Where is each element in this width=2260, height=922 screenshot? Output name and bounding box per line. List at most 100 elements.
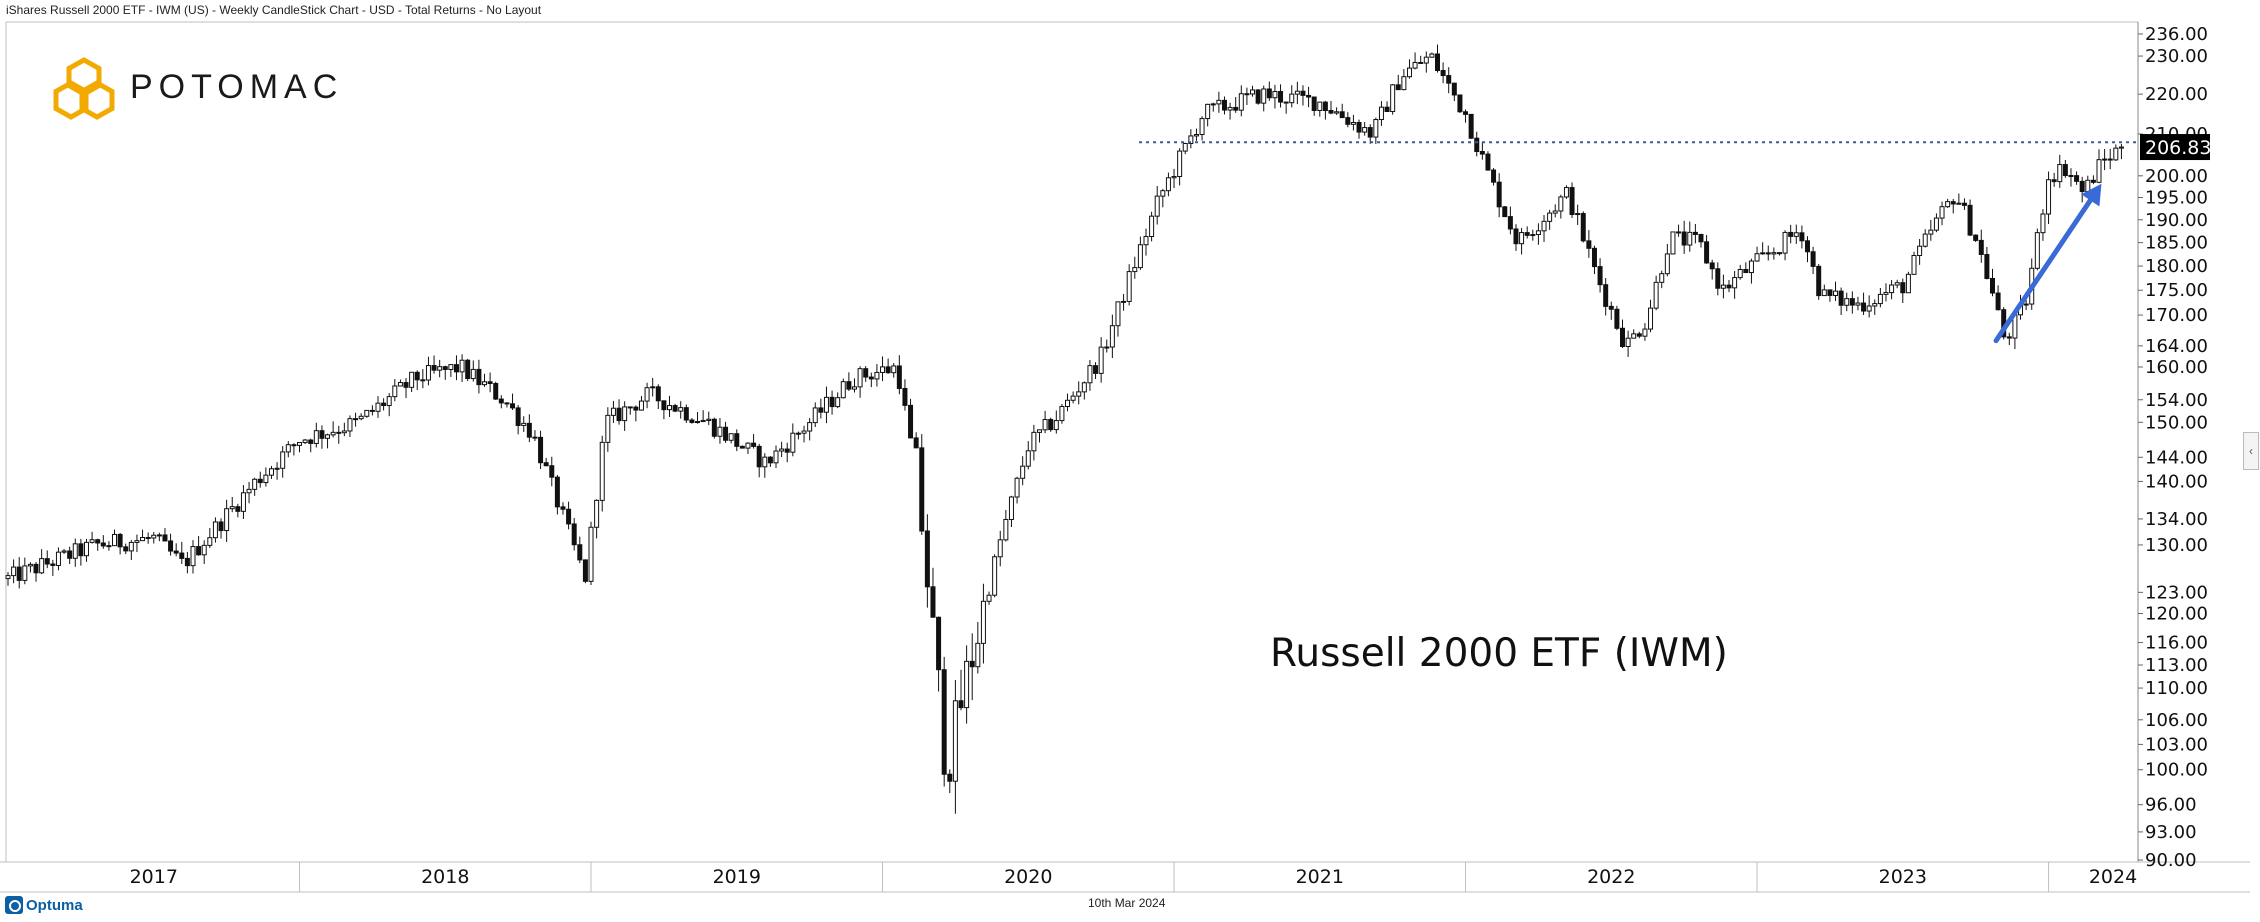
candle xyxy=(1322,100,1328,120)
candle xyxy=(1210,102,1216,112)
candle xyxy=(695,412,701,424)
candle-body xyxy=(89,539,95,543)
candle xyxy=(1793,224,1799,244)
candle xyxy=(554,474,560,515)
candle xyxy=(1743,262,1749,274)
candle-body xyxy=(1670,231,1676,255)
candle xyxy=(420,369,426,389)
y-tick-label: 130.00 xyxy=(2145,535,2208,556)
candle-body xyxy=(745,442,751,449)
y-tick-label: 190.00 xyxy=(2145,210,2208,231)
candle xyxy=(1294,81,1300,105)
candle-body xyxy=(397,382,403,387)
candle xyxy=(1003,510,1009,542)
candle xyxy=(1479,141,1485,160)
candle-body xyxy=(403,382,409,388)
candle xyxy=(1362,122,1368,136)
candle xyxy=(1692,224,1698,244)
candle xyxy=(67,546,73,564)
candle-body xyxy=(218,521,224,532)
candle-body xyxy=(319,430,325,439)
candle xyxy=(1440,62,1446,84)
y-tick-label: 150.00 xyxy=(2145,412,2208,433)
candle-body xyxy=(1939,206,1945,219)
y-tick-label: 185.00 xyxy=(2145,233,2208,254)
candle xyxy=(549,456,555,487)
candle-body xyxy=(117,533,123,548)
candle xyxy=(795,431,801,440)
candle xyxy=(655,384,661,410)
candle xyxy=(1961,198,1967,210)
candle-body xyxy=(2085,179,2091,192)
candle-body xyxy=(1726,284,1732,289)
candle-body xyxy=(1709,262,1715,270)
candle xyxy=(297,442,303,453)
candle xyxy=(358,413,364,421)
candle xyxy=(700,410,706,423)
candle-body xyxy=(1126,271,1132,302)
candle-body xyxy=(1446,75,1452,84)
candle-body xyxy=(1715,268,1721,289)
candle xyxy=(1250,85,1256,97)
candle xyxy=(868,372,874,388)
candle xyxy=(560,502,566,515)
candle xyxy=(964,645,970,724)
candle xyxy=(1334,107,1340,115)
candle xyxy=(1098,337,1104,383)
candle xyxy=(1535,223,1541,245)
candle-body xyxy=(274,467,280,470)
candle xyxy=(162,528,168,542)
candle xyxy=(83,538,89,562)
candle xyxy=(95,538,101,551)
candle xyxy=(1199,116,1205,141)
candle xyxy=(1586,230,1592,258)
candle-body xyxy=(1362,127,1368,133)
candle-body xyxy=(2023,303,2029,306)
candle xyxy=(1603,278,1609,316)
candle-body xyxy=(610,407,616,416)
candle xyxy=(1776,252,1782,256)
candle-body xyxy=(11,566,17,577)
y-tick-label: 140.00 xyxy=(2145,471,2208,492)
candle xyxy=(767,456,773,467)
candle xyxy=(1014,476,1020,504)
candle-body xyxy=(1922,233,1928,247)
candle xyxy=(1059,403,1065,424)
candle xyxy=(1020,456,1026,486)
candle xyxy=(1463,109,1469,123)
candle-body xyxy=(1025,450,1031,467)
candle-body xyxy=(1889,284,1895,294)
candle-body xyxy=(1143,236,1149,246)
candle xyxy=(1109,314,1115,359)
candle xyxy=(145,532,151,544)
candle xyxy=(2107,148,2113,170)
candle xyxy=(650,377,656,397)
candle xyxy=(728,433,734,444)
y-tick-label: 175.00 xyxy=(2145,280,2208,301)
candle xyxy=(1771,247,1777,260)
candle-body xyxy=(1816,265,1822,297)
candle xyxy=(1563,185,1569,199)
annotations-layer: 206.83 xyxy=(1139,134,2211,344)
candle-body xyxy=(1491,169,1497,183)
candle xyxy=(711,417,717,439)
candle-body xyxy=(173,550,179,554)
candles-layer xyxy=(5,44,2124,814)
collapse-panel-button[interactable]: ‹ xyxy=(2243,432,2259,470)
candle-body xyxy=(1844,298,1850,306)
candle xyxy=(1636,331,1642,339)
candle-body xyxy=(1765,252,1771,255)
candle-body xyxy=(123,546,129,552)
candle-body xyxy=(1967,204,1973,236)
candle-body xyxy=(1053,420,1059,431)
candle xyxy=(1676,224,1682,237)
candle xyxy=(33,562,39,582)
candle xyxy=(1866,295,1872,318)
y-tick-label: 170.00 xyxy=(2145,305,2208,326)
y-tick-label: 116.00 xyxy=(2145,633,2208,654)
candle-body xyxy=(252,478,258,490)
candle-body xyxy=(661,400,667,411)
candle-body xyxy=(1614,308,1620,329)
candle-body xyxy=(739,445,745,449)
